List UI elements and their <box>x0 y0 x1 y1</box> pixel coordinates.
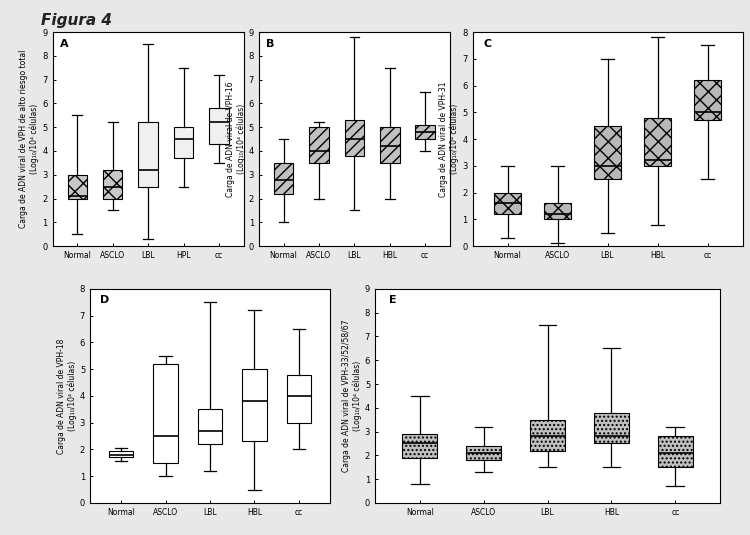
Y-axis label: Carga de ADN viral de VPH de alto riesgo total
(Log₁₀/10⁴ células): Carga de ADN viral de VPH de alto riesgo… <box>20 50 40 228</box>
PathPatch shape <box>594 412 629 444</box>
Text: Figura 4: Figura 4 <box>41 13 112 28</box>
PathPatch shape <box>658 437 693 467</box>
PathPatch shape <box>209 108 229 144</box>
PathPatch shape <box>644 118 671 166</box>
PathPatch shape <box>530 419 565 450</box>
PathPatch shape <box>198 409 222 444</box>
Y-axis label: Carga de ADN viral de VPH-16
(Log₁₀/10⁴ células): Carga de ADN viral de VPH-16 (Log₁₀/10⁴ … <box>226 81 246 197</box>
PathPatch shape <box>242 369 267 441</box>
Y-axis label: Carga de ADN viral de VPH-33/52/58/67
(Log₁₀/10⁴ células): Carga de ADN viral de VPH-33/52/58/67 (L… <box>342 319 362 472</box>
Text: B: B <box>266 39 274 49</box>
PathPatch shape <box>416 125 435 139</box>
Y-axis label: Carga de ADN viral de VPH-18
(Log₁₀/10⁴ células): Carga de ADN viral de VPH-18 (Log₁₀/10⁴ … <box>57 338 77 454</box>
PathPatch shape <box>139 123 158 187</box>
PathPatch shape <box>402 434 437 458</box>
PathPatch shape <box>174 127 194 158</box>
PathPatch shape <box>103 170 122 198</box>
PathPatch shape <box>544 203 572 219</box>
PathPatch shape <box>466 446 501 460</box>
Text: D: D <box>100 295 109 305</box>
PathPatch shape <box>494 193 521 214</box>
PathPatch shape <box>109 450 134 457</box>
Y-axis label: Carga de ADN viral de VPH-31
(Log₁₀/10⁴ células): Carga de ADN viral de VPH-31 (Log₁₀/10⁴ … <box>440 81 460 197</box>
Text: C: C <box>483 39 491 49</box>
Text: A: A <box>60 39 69 49</box>
PathPatch shape <box>345 120 364 156</box>
PathPatch shape <box>153 364 178 463</box>
PathPatch shape <box>694 80 722 120</box>
PathPatch shape <box>286 374 311 423</box>
Text: E: E <box>388 295 397 305</box>
PathPatch shape <box>380 127 400 163</box>
PathPatch shape <box>594 126 621 179</box>
PathPatch shape <box>68 175 87 198</box>
PathPatch shape <box>309 127 328 163</box>
PathPatch shape <box>274 163 293 194</box>
